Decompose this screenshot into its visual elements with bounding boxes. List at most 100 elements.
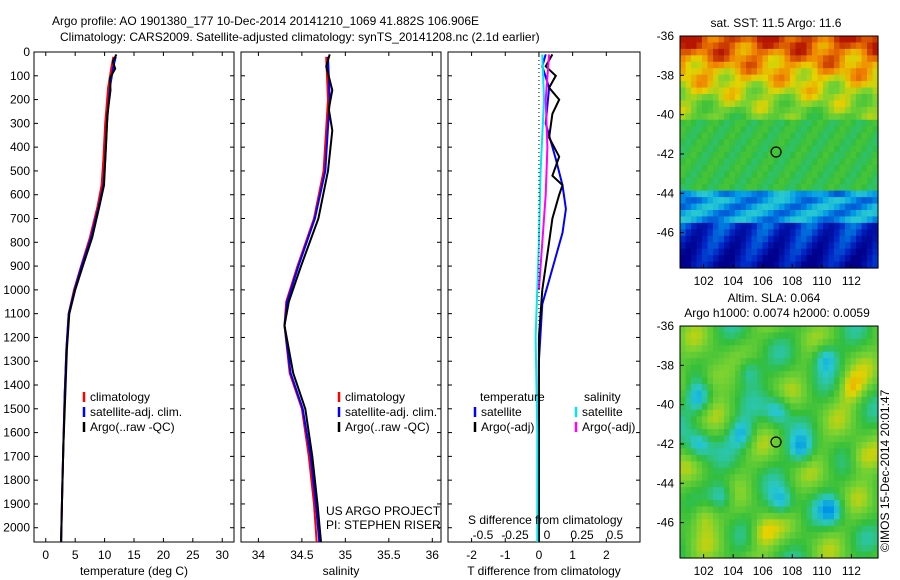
sla_map-cell	[707, 409, 714, 417]
sla_map-cell	[773, 384, 780, 392]
sst_map-cell	[795, 74, 802, 82]
sla_map-cell	[806, 371, 813, 379]
sst_map-cell	[746, 139, 753, 147]
sla_map-cell	[762, 442, 769, 450]
sla_map-cell	[850, 358, 857, 366]
sla_map-cell	[773, 364, 780, 372]
sla_map-cell	[718, 338, 725, 346]
sst_map-cell	[696, 235, 703, 243]
sla_map-cell	[735, 448, 742, 456]
sla_map-cell	[707, 384, 714, 392]
sst_map-cell	[861, 113, 868, 121]
sst_map-cell	[801, 87, 808, 95]
sla_map-cell	[685, 493, 692, 501]
sla_map-cell	[801, 467, 808, 475]
sla_map-cell	[768, 551, 775, 559]
sla_map-cell	[861, 409, 868, 417]
sst_map-cell	[779, 94, 786, 102]
sla_map-cell	[867, 416, 874, 424]
temperature-legend-label: Argo(..raw -QC)	[90, 420, 175, 434]
sla_map-cell	[850, 409, 857, 417]
sst_map-cell	[828, 113, 835, 121]
sst_map-cell	[707, 48, 714, 56]
sst_map-cell	[845, 197, 852, 205]
temperature-xtick-label: 30	[216, 548, 230, 562]
sst_map-cell	[823, 152, 830, 160]
sst_map-cell	[779, 158, 786, 166]
sla_map-cell	[839, 409, 846, 417]
sst_map-cell	[779, 100, 786, 108]
sst_map-cell	[718, 61, 725, 69]
temperature-xlabel: temperature (deg C)	[80, 564, 188, 578]
difference-xtick-label: -2	[466, 548, 477, 562]
sla_map-cell	[823, 519, 830, 527]
sla_map-cell	[839, 538, 846, 546]
sst_map-cell	[757, 48, 764, 56]
sla_map-cell	[729, 326, 736, 334]
sst_map-cell	[790, 216, 797, 224]
sla_map-cell	[779, 512, 786, 520]
sla_map-cell	[872, 429, 879, 437]
sla_map-cell	[861, 345, 868, 353]
sst_map-cell	[702, 184, 709, 192]
sla_map-cell	[867, 500, 874, 508]
sst_map-cell	[872, 229, 879, 237]
sst_map-cell	[718, 184, 725, 192]
sla_map-cell	[762, 409, 769, 417]
sst_map-cell	[773, 177, 780, 185]
sla_map-cell	[724, 480, 731, 488]
sst_map-cell	[867, 261, 874, 269]
sla_map-cell	[817, 371, 824, 379]
sla_map-ytick-label: -42	[657, 437, 675, 451]
sla_map-cell	[685, 403, 692, 411]
sla_map-cell	[790, 384, 797, 392]
sst_map-cell	[872, 87, 879, 95]
sst_map-cell	[817, 229, 824, 237]
sst_map-cell	[724, 158, 731, 166]
sla_map-cell	[828, 442, 835, 450]
sla_map-cell	[839, 512, 846, 520]
sst_map-cell	[685, 222, 692, 230]
sst_map-cell	[806, 229, 813, 237]
sst_map-cell	[839, 132, 846, 140]
sla_map-cell	[746, 500, 753, 508]
sst_map-cell	[729, 184, 736, 192]
sla_map-cell	[768, 384, 775, 392]
sla_map-cell	[861, 351, 868, 359]
sst_map-cell	[790, 87, 797, 95]
sla_map-cell	[856, 525, 863, 533]
sst_map-cell	[828, 152, 835, 160]
sst_map-cell	[872, 152, 879, 160]
sla_map-cell	[757, 364, 764, 372]
sla_map-cell	[757, 525, 764, 533]
sst_map-cell	[696, 164, 703, 172]
sla_map-cell	[680, 525, 687, 533]
sla_map-cell	[850, 338, 857, 346]
sst_map-cell	[762, 242, 769, 250]
sla_map-cell	[801, 332, 808, 340]
sla_map-cell	[790, 519, 797, 527]
sst_map-cell	[751, 68, 758, 76]
salinity-annotation: PI: STEPHEN RISER	[326, 518, 441, 532]
sst_map-cell	[790, 171, 797, 179]
sst_map-cell	[823, 126, 830, 134]
sst_map-cell	[702, 197, 709, 205]
sst_map-cell	[718, 171, 725, 179]
sst_map-cell	[850, 119, 857, 127]
sla_map-cell	[757, 532, 764, 540]
sst_map-cell	[861, 248, 868, 256]
sst_map-cell	[735, 100, 742, 108]
sst_map-cell	[790, 42, 797, 50]
sla_map-cell	[680, 551, 687, 559]
sla_map-cell	[702, 512, 709, 520]
sst_map-cell	[768, 184, 775, 192]
sla_map-cell	[773, 551, 780, 559]
sla_map-cell	[790, 371, 797, 379]
sla_map-argo-marker	[770, 436, 782, 448]
sla_map-cell	[768, 332, 775, 340]
sla_map-cell	[740, 487, 747, 495]
sla_map-cell	[823, 442, 830, 450]
sla_map-cell	[784, 338, 791, 346]
sst_map-cell	[817, 152, 824, 160]
